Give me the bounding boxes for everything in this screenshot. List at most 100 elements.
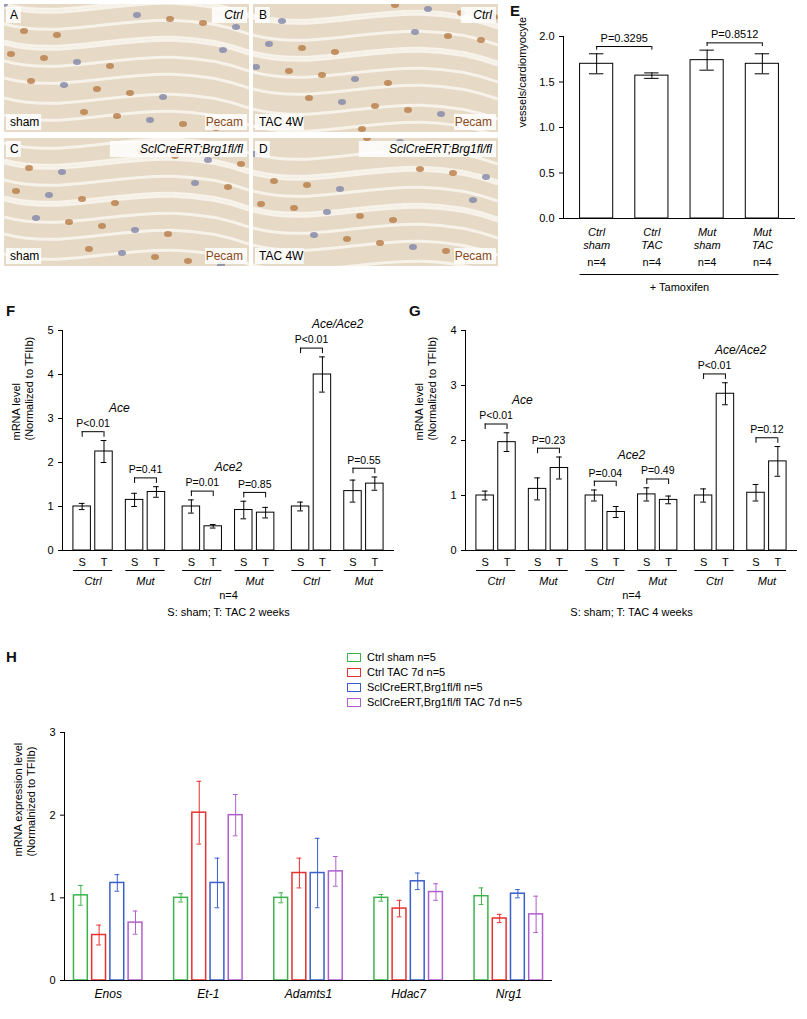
svg-text:P=0.04: P=0.04: [589, 467, 623, 479]
svg-text:Ctrl: Ctrl: [224, 8, 243, 22]
svg-text:Ace/Ace2: Ace/Ace2: [714, 343, 767, 357]
svg-text:Mut: Mut: [649, 575, 668, 587]
svg-text:P=0.85: P=0.85: [238, 478, 272, 490]
svg-text:S: S: [700, 556, 707, 568]
svg-text:Mut: Mut: [136, 575, 155, 587]
svg-text:P=0.8512: P=0.8512: [711, 28, 758, 40]
svg-text:Pecam: Pecam: [455, 249, 492, 263]
svg-text:3: 3: [49, 726, 55, 738]
svg-text:Ctrl: Ctrl: [194, 575, 212, 587]
svg-text:3: 3: [450, 379, 456, 391]
svg-text:S: S: [481, 556, 488, 568]
svg-text:Ctrlsham: Ctrlsham: [583, 226, 610, 251]
svg-text:SclCreERT;Brg1fl/fl: SclCreERT;Brg1fl/fl: [389, 142, 492, 156]
svg-text:1: 1: [49, 891, 55, 903]
svg-text:sham: sham: [10, 115, 39, 129]
svg-text:1.5: 1.5: [539, 76, 554, 88]
svg-text:Ace/Ace2: Ace/Ace2: [311, 317, 364, 331]
svg-text:2: 2: [47, 456, 53, 468]
svg-text:n=4: n=4: [587, 256, 606, 268]
svg-text:0.0: 0.0: [539, 212, 554, 224]
svg-text:S: S: [297, 556, 304, 568]
svg-text:5: 5: [47, 324, 53, 336]
svg-text:4: 4: [47, 368, 53, 380]
svg-text:Mutsham: Mutsham: [694, 226, 721, 251]
svg-text:B: B: [259, 8, 267, 22]
svg-text:T: T: [210, 556, 217, 568]
svg-text:3: 3: [47, 412, 53, 424]
svg-text:S: S: [78, 556, 85, 568]
svg-text:TAC 4W: TAC 4W: [259, 115, 304, 129]
svg-text:Mut: Mut: [539, 575, 558, 587]
svg-text:P=0.3295: P=0.3295: [601, 32, 648, 44]
svg-text:0: 0: [49, 974, 55, 986]
svg-text:2: 2: [49, 809, 55, 821]
svg-text:P<0.01: P<0.01: [698, 359, 732, 371]
svg-text:Hdac7: Hdac7: [391, 987, 427, 1001]
svg-text:vessels/cardiomyocyte: vessels/cardiomyocyte: [516, 17, 528, 128]
svg-text:P=0.41: P=0.41: [129, 463, 163, 475]
svg-text:T: T: [101, 556, 108, 568]
svg-text:T: T: [262, 556, 269, 568]
svg-text:P=0.49: P=0.49: [641, 464, 675, 476]
svg-text:T: T: [371, 556, 378, 568]
svg-text:mRNA expression level(Normalni: mRNA expression level(Normalnized to TFI…: [12, 743, 37, 857]
svg-text:D: D: [259, 142, 268, 156]
svg-text:T: T: [153, 556, 160, 568]
svg-text:P<0.01: P<0.01: [76, 417, 110, 429]
svg-text:n=4: n=4: [753, 256, 772, 268]
svg-text:P=0.12: P=0.12: [750, 423, 784, 435]
svg-text:Ace: Ace: [511, 393, 533, 407]
svg-text:S: S: [643, 556, 650, 568]
svg-text:P=0.01: P=0.01: [186, 476, 220, 488]
svg-text:Ace: Ace: [108, 401, 130, 415]
svg-text:n=4: n=4: [698, 256, 717, 268]
svg-text:Mut: Mut: [246, 575, 265, 587]
svg-text:Ctrl: Ctrl: [85, 575, 103, 587]
svg-text:Mut: Mut: [758, 575, 777, 587]
svg-text:S: S: [349, 556, 356, 568]
svg-text:P=0.55: P=0.55: [347, 454, 381, 466]
svg-text:T: T: [722, 556, 729, 568]
svg-text:sham: sham: [10, 249, 39, 263]
svg-text:P<0.01: P<0.01: [295, 333, 329, 345]
svg-text:n=4: n=4: [622, 589, 641, 601]
svg-text:Ctrl: Ctrl: [488, 575, 506, 587]
svg-text:T: T: [665, 556, 672, 568]
svg-text:C: C: [10, 142, 19, 156]
svg-text:T: T: [504, 556, 511, 568]
svg-text:S: S: [534, 556, 541, 568]
svg-text:1.0: 1.0: [539, 121, 554, 133]
svg-text:S: S: [591, 556, 598, 568]
svg-text:mRNA level(Normalized to TFIIb: mRNA level(Normalized to TFIIb): [10, 337, 35, 441]
svg-text:Enos: Enos: [95, 987, 122, 1001]
svg-text:0.5: 0.5: [539, 167, 554, 179]
svg-text:Pecam: Pecam: [206, 249, 243, 263]
svg-text:4: 4: [450, 324, 456, 336]
svg-text:S: S: [240, 556, 247, 568]
svg-text:S: S: [188, 556, 195, 568]
svg-text:Pecam: Pecam: [455, 115, 492, 129]
svg-text:Ctrl: Ctrl: [706, 575, 724, 587]
svg-text:T: T: [319, 556, 326, 568]
svg-text:S: S: [131, 556, 138, 568]
svg-text:n=4: n=4: [219, 589, 238, 601]
svg-text:1: 1: [47, 500, 53, 512]
svg-text:mRNA level(Normalized to TFIIb: mRNA level(Normalized to TFIIb): [413, 337, 438, 441]
svg-text:T: T: [613, 556, 620, 568]
svg-text:2.0: 2.0: [539, 30, 554, 42]
svg-text:+ Tamoxifen: + Tamoxifen: [650, 281, 709, 293]
svg-text:P<0.01: P<0.01: [479, 409, 513, 421]
svg-text:2: 2: [450, 434, 456, 446]
svg-text:S: sham; T: TAC 4 weeks: S: sham; T: TAC 4 weeks: [570, 606, 693, 618]
svg-text:Ctrl: Ctrl: [303, 575, 321, 587]
svg-text:Ace2: Ace2: [214, 460, 243, 474]
svg-text:T: T: [774, 556, 781, 568]
svg-text:Mut: Mut: [355, 575, 374, 587]
svg-text:P=0.23: P=0.23: [532, 434, 566, 446]
svg-text:Et-1: Et-1: [197, 987, 219, 1001]
svg-text:T: T: [556, 556, 563, 568]
svg-text:Pecam: Pecam: [206, 115, 243, 129]
svg-text:CtrlTAC: CtrlTAC: [641, 226, 662, 251]
svg-text:Ctrl: Ctrl: [473, 8, 492, 22]
